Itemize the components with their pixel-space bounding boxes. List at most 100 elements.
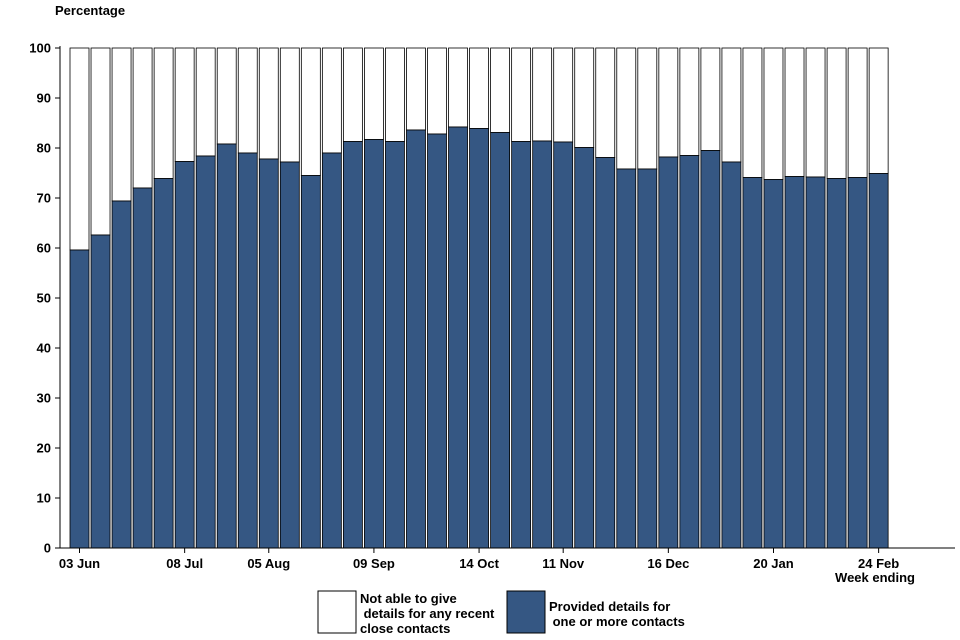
bar-not-able bbox=[237, 47, 258, 154]
x-tick-label: 24 Feb bbox=[858, 556, 899, 571]
bar-provided-details bbox=[300, 175, 321, 549]
bar-not-able bbox=[195, 47, 216, 157]
bar-provided-details bbox=[427, 133, 447, 549]
bar-provided-details bbox=[763, 179, 784, 549]
bar-not-able bbox=[868, 47, 889, 174]
bar-provided-details bbox=[406, 129, 426, 549]
bar-not-able bbox=[342, 47, 363, 142]
y-axis-title: Percentage bbox=[55, 3, 125, 18]
bar-not-able bbox=[258, 47, 279, 160]
bar-not-able bbox=[385, 47, 405, 142]
bar-provided-details bbox=[237, 152, 258, 549]
bar-provided-details bbox=[132, 187, 153, 549]
y-tick-label: 70 bbox=[37, 191, 51, 206]
bar-not-able bbox=[532, 47, 553, 142]
y-axis: 0 10 20 30 40 50 60 70 80 90 100 bbox=[29, 41, 61, 556]
legend-label: Provided details for one or more contact… bbox=[549, 599, 685, 629]
bar-not-able bbox=[132, 47, 153, 189]
bar-provided-details bbox=[553, 141, 574, 549]
bar-provided-details bbox=[342, 141, 363, 549]
bar-not-able bbox=[784, 47, 805, 177]
bar-provided-details bbox=[111, 200, 132, 549]
y-tick-label: 10 bbox=[37, 491, 51, 506]
bar-not-able bbox=[826, 47, 847, 179]
x-axis: 03 Jun 08 Jul 05 Aug 09 Sep 14 Oct 11 Nov 16 D… bbox=[59, 547, 955, 571]
y-tick-label: 50 bbox=[37, 291, 51, 306]
legend-swatch bbox=[506, 590, 546, 634]
bar-not-able bbox=[490, 47, 511, 133]
x-tick-label: 09 Sep bbox=[353, 556, 395, 571]
bar-not-able bbox=[658, 47, 679, 158]
bar-not-able bbox=[216, 47, 237, 145]
bar-provided-details bbox=[279, 161, 300, 549]
bar-not-able bbox=[321, 47, 342, 154]
x-tick-label: 08 Jul bbox=[166, 556, 203, 571]
y-tick-label: 60 bbox=[37, 241, 51, 256]
y-tick-label: 80 bbox=[37, 141, 51, 156]
y-tick-label: 40 bbox=[37, 341, 51, 356]
x-tick-label: 05 Aug bbox=[247, 556, 290, 571]
bar-provided-details bbox=[616, 168, 637, 549]
x-tick-label: 20 Jan bbox=[753, 556, 794, 571]
bar-provided-details bbox=[216, 143, 237, 549]
bar-provided-details bbox=[700, 150, 721, 549]
bar-not-able bbox=[742, 47, 763, 178]
x-tick-label: 16 Dec bbox=[647, 556, 689, 571]
bar-provided-details bbox=[195, 155, 216, 549]
legend: Not able to give details for any recent c… bbox=[317, 590, 685, 636]
bar-provided-details bbox=[364, 139, 384, 549]
bar-provided-details bbox=[784, 176, 805, 549]
bar-not-able bbox=[469, 47, 489, 129]
bar-not-able bbox=[364, 47, 384, 140]
bars bbox=[69, 47, 889, 549]
bar-provided-details bbox=[532, 140, 553, 549]
bar-provided-details bbox=[679, 155, 700, 549]
x-tick-label: 14 Oct bbox=[459, 556, 499, 571]
y-tick-label: 100 bbox=[29, 41, 51, 56]
bar-provided-details bbox=[153, 178, 174, 549]
bar-not-able bbox=[574, 47, 595, 148]
bar-provided-details bbox=[321, 152, 342, 549]
y-tick-label: 20 bbox=[37, 441, 51, 456]
bar-provided-details bbox=[595, 157, 616, 549]
legend-swatch bbox=[317, 590, 357, 634]
bar-provided-details bbox=[490, 132, 511, 549]
bar-not-able bbox=[69, 47, 90, 251]
bar-not-able bbox=[90, 47, 111, 236]
bar-provided-details bbox=[385, 141, 405, 549]
bar-not-able bbox=[448, 47, 468, 128]
y-tick-label: 90 bbox=[37, 91, 51, 106]
y-tick-label: 0 bbox=[44, 541, 51, 556]
x-tick-label: 03 Jun bbox=[59, 556, 100, 571]
bar-not-able bbox=[406, 47, 426, 131]
legend-label: Not able to give details for any recent c… bbox=[360, 591, 495, 636]
bar-provided-details bbox=[448, 126, 468, 549]
bar-provided-details bbox=[90, 234, 111, 549]
bar-provided-details bbox=[742, 177, 763, 549]
bar-not-able bbox=[679, 47, 700, 156]
bar-provided-details bbox=[574, 147, 595, 549]
bar-not-able bbox=[511, 47, 532, 142]
bar-provided-details bbox=[469, 128, 489, 549]
bar-not-able bbox=[700, 47, 721, 151]
bar-not-able bbox=[153, 47, 174, 179]
bar-provided-details bbox=[658, 156, 679, 549]
bar-not-able bbox=[279, 47, 300, 163]
bar-not-able bbox=[553, 47, 574, 143]
y-tick-label: 30 bbox=[37, 391, 51, 406]
bar-not-able bbox=[763, 47, 784, 180]
bar-provided-details bbox=[258, 158, 279, 549]
bar-provided-details bbox=[69, 249, 90, 549]
bar-not-able bbox=[174, 47, 195, 162]
bar-provided-details bbox=[637, 168, 658, 549]
bar-provided-details bbox=[721, 161, 742, 549]
bar-not-able bbox=[847, 47, 868, 178]
bar-not-able bbox=[111, 47, 132, 202]
bar-not-able bbox=[637, 47, 658, 170]
bar-provided-details bbox=[174, 161, 195, 549]
bar-not-able bbox=[616, 47, 637, 170]
x-axis-title: Week ending bbox=[835, 570, 915, 585]
bar-not-able bbox=[721, 47, 742, 163]
bar-not-able bbox=[300, 47, 321, 176]
